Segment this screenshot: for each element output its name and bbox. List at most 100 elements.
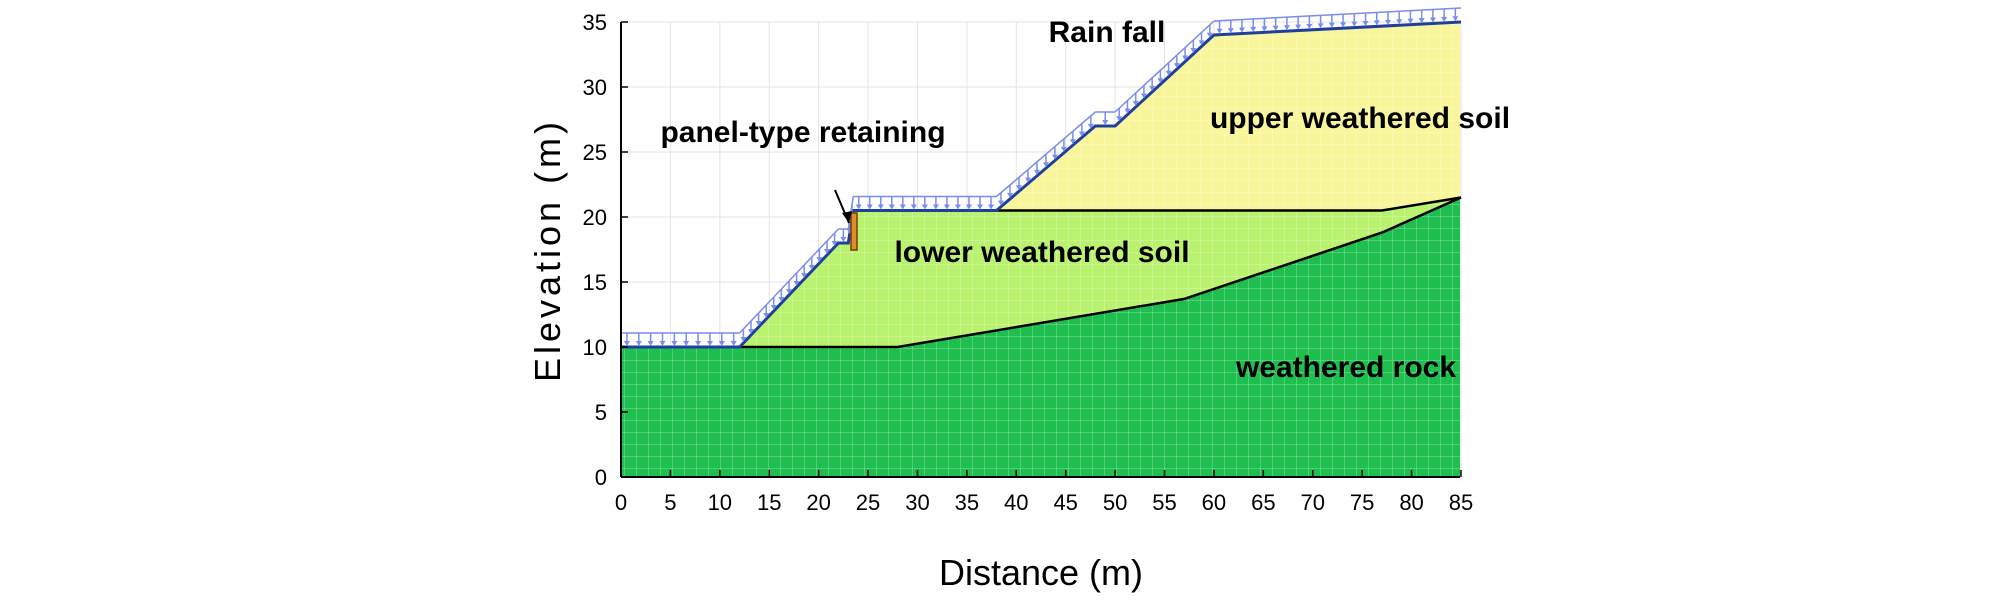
rain-arrow-head (1198, 40, 1205, 46)
rain-arrow-head (1102, 120, 1109, 125)
rain-arrow-head (1015, 185, 1022, 191)
retaining-arrow-head (842, 211, 852, 223)
rain-arrow-bar (1114, 20, 1215, 113)
rain-arrow-head (1328, 22, 1335, 28)
rain-arrow-head (659, 341, 666, 346)
rain-arrow-head (1087, 123, 1094, 129)
x-tick-label: 65 (1251, 490, 1275, 515)
rain-arrow-head (1441, 16, 1448, 22)
x-axis-title: Distance (m) (939, 552, 1143, 593)
y-tick-label: 0 (595, 465, 607, 490)
x-tick-label: 20 (806, 490, 830, 515)
rain-arrow-head (801, 273, 808, 278)
rain-arrow-head (816, 257, 823, 262)
rain-arrow-head (954, 204, 961, 210)
rain-arrow-head (877, 204, 884, 210)
y-tick-label: 20 (583, 205, 607, 230)
rain-arrow-head (1033, 169, 1040, 175)
rain-arrow-head (1206, 32, 1213, 38)
rain-arrow-head (1362, 21, 1369, 27)
x-tick-label: 55 (1152, 490, 1176, 515)
y-tick-label: 30 (583, 75, 607, 100)
rain-arrow-head (1295, 24, 1302, 30)
rain-arrow-bar (996, 111, 1096, 198)
plot-axes (620, 22, 1460, 478)
rain-arrow-head (1283, 25, 1290, 31)
rain-arrow-head (910, 204, 917, 210)
rain-arrow-head (1157, 78, 1164, 84)
rain-arrow-head (855, 204, 862, 210)
y-tick-label: 25 (583, 140, 607, 165)
rain-arrow-head (808, 265, 815, 270)
rain-arrow-head (755, 321, 762, 326)
lower-soil-mesh (621, 197, 1460, 347)
x-tick-label: 15 (757, 490, 781, 515)
rain-arrow-head (840, 237, 847, 242)
rain-arrow-head (1132, 101, 1139, 107)
rain-arrow-head (899, 204, 906, 210)
x-tick-label: 85 (1449, 490, 1473, 515)
y-tick-label: 10 (583, 335, 607, 360)
x-axis-ticks: 0 5 10 15 20 25 30 35 40 45 50 55 60 65 70 75 80 85 (615, 470, 1473, 515)
rain-arrow-head (921, 204, 928, 210)
rain-arrow-head (1078, 131, 1085, 137)
rain-arrow-head (888, 204, 895, 210)
rain-arrow-head (770, 305, 777, 310)
rain-arrow-head (1250, 26, 1257, 32)
rain-arrow-head (1165, 70, 1172, 76)
retaining-panel-wall (850, 212, 858, 251)
rain-arrow-head (866, 204, 873, 210)
rain-arrow-head (1227, 28, 1234, 34)
rain-arrow-head (778, 297, 785, 302)
rain-arrow-head (1140, 93, 1147, 99)
rain-arrow-head (785, 289, 792, 294)
rain-arrow-head (1351, 21, 1358, 27)
rain-arrow-head (671, 341, 678, 346)
rain-arrow-head (740, 337, 747, 342)
rain-arrow-head (683, 341, 690, 346)
rain-arrow-head (1396, 19, 1403, 25)
rain-arrow-head (647, 341, 654, 346)
rain-arrow-head (623, 341, 630, 346)
x-tick-label: 25 (856, 490, 880, 515)
x-tick-label: 40 (1004, 490, 1028, 515)
y-axis-ticks: 0 5 10 15 20 25 30 35 (583, 10, 628, 490)
rain-arrow-head (1407, 18, 1414, 24)
rain-arrow-head (998, 200, 1005, 206)
x-tick-label: 45 (1053, 490, 1077, 515)
rain-arrow-head (1124, 108, 1131, 114)
x-tick-label: 10 (708, 490, 732, 515)
rain-arrow-head (706, 341, 713, 346)
rain-arrow-head (1317, 23, 1324, 29)
x-tick-label: 50 (1103, 490, 1127, 515)
rain-arrow-bar (739, 228, 839, 334)
rain-arrow-head (1042, 162, 1049, 168)
rain-arrow-head (1340, 22, 1347, 28)
rain-arrow-head (1149, 85, 1156, 91)
y-tick-label: 5 (595, 400, 607, 425)
rain-arrow-head (730, 341, 737, 346)
lower-soil-top-boundary (996, 196, 1462, 212)
rain-arrow-head (965, 204, 972, 210)
y-axis-title: Elevation (m) (527, 118, 568, 382)
rain-arrow-head (718, 341, 725, 346)
rain-arrow-head (1418, 18, 1425, 24)
x-tick-label: 75 (1350, 490, 1374, 515)
rain-arrow-head (1069, 139, 1076, 145)
x-tick-label: 35 (955, 490, 979, 515)
rain-arrow-head (1060, 146, 1067, 152)
rain-arrow-head (1006, 192, 1013, 198)
rain-arrow-head (1116, 116, 1123, 122)
x-tick-label: 5 (664, 490, 676, 515)
x-tick-label: 0 (615, 490, 627, 515)
rock-label: weathered rock (1235, 351, 1456, 384)
rain-arrow-head (695, 341, 702, 346)
x-tick-label: 70 (1300, 490, 1324, 515)
x-tick-label: 80 (1399, 490, 1423, 515)
rain-arrow-bar (1213, 7, 1462, 22)
rain-arrow-head (1173, 63, 1180, 69)
x-tick-label: 30 (905, 490, 929, 515)
lower-soil-label: lower weathered soil (894, 236, 1189, 269)
rain-arrow-head (943, 204, 950, 210)
